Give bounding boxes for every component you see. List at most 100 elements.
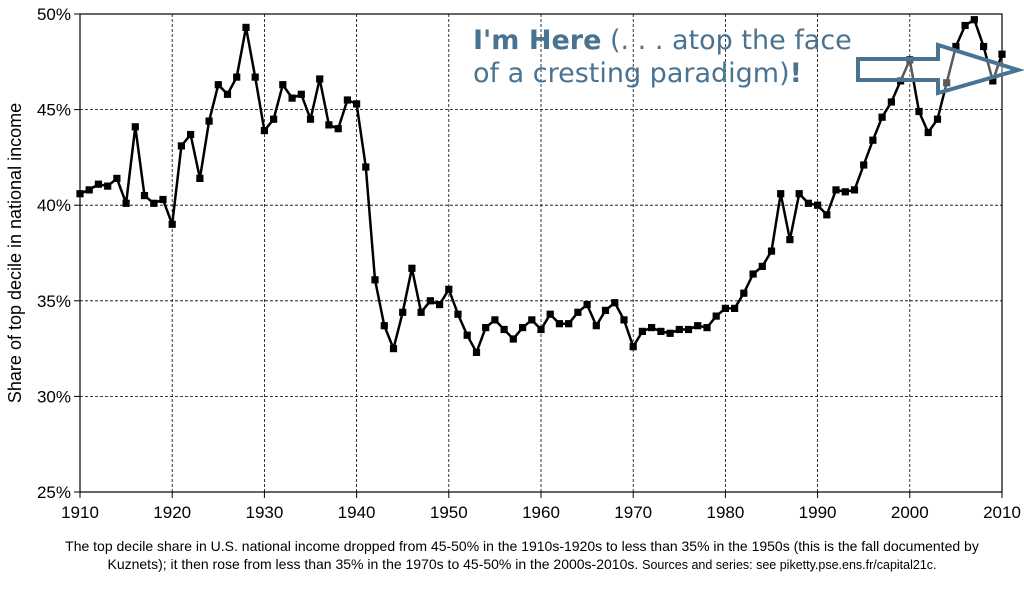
data-point	[804, 199, 812, 207]
x-tick-label: 1920	[153, 503, 191, 522]
data-point	[519, 324, 527, 332]
annotation-line-1: I'm Here (. . . atop the face	[473, 25, 852, 56]
x-tick-label: 1930	[245, 503, 283, 522]
data-point	[297, 90, 305, 98]
data-point	[980, 42, 988, 51]
data-point	[943, 79, 951, 87]
data-point	[94, 180, 102, 188]
annotation-line-2-text: of a cresting paradigm)	[473, 58, 790, 89]
annotation: I'm Here (. . . atop the face of a crest…	[473, 25, 1024, 96]
data-point	[85, 186, 93, 194]
x-axis: 1910 1920 1930 1940 1950 1960 1970 1980 1990 2000…	[61, 492, 1021, 522]
x-tick-label: 1950	[430, 503, 468, 522]
data-point	[565, 320, 573, 328]
data-point	[177, 142, 185, 150]
data-point	[721, 304, 729, 312]
caption-main: The top decile share in U.S. national in…	[65, 538, 979, 572]
data-point	[555, 320, 563, 328]
annotation-bold: I'm Here	[473, 25, 601, 56]
data-point	[233, 73, 241, 81]
data-point	[168, 220, 176, 228]
data-point	[159, 195, 167, 204]
data-point	[417, 308, 425, 316]
data-point	[389, 345, 398, 353]
data-point	[684, 325, 693, 334]
data-point	[712, 312, 720, 320]
data-point	[823, 211, 831, 219]
data-point	[850, 186, 859, 194]
data-point	[251, 73, 259, 81]
data-point	[399, 308, 407, 316]
series-markers	[76, 16, 1006, 356]
data-point	[436, 301, 444, 309]
y-axis: 25% 30% 35% 40% 45% 50%	[37, 5, 80, 502]
data-point	[915, 107, 923, 116]
data-point	[814, 201, 822, 209]
data-point	[675, 325, 683, 334]
data-point	[638, 327, 646, 335]
data-point	[353, 100, 361, 108]
data-point	[306, 115, 315, 123]
data-point	[122, 199, 130, 207]
data-point	[528, 316, 536, 324]
x-tick-label: 1990	[799, 503, 837, 522]
data-point	[620, 316, 628, 324]
data-point	[491, 316, 499, 324]
data-point	[325, 121, 333, 129]
data-point	[574, 308, 582, 316]
data-point	[749, 270, 757, 278]
data-point	[316, 75, 324, 83]
chart: 25%30%35%40%45%50% 1910 1920 1930 1940 1950 1…	[5, 5, 1024, 522]
data-point	[777, 190, 785, 198]
data-point	[463, 331, 471, 339]
data-point	[260, 127, 268, 135]
data-point	[482, 324, 490, 332]
data-point	[334, 125, 342, 133]
data-point	[666, 329, 674, 337]
data-point	[860, 161, 868, 169]
data-point	[786, 236, 794, 244]
data-point	[205, 117, 213, 125]
data-point	[472, 348, 481, 356]
data-point	[841, 188, 849, 196]
data-point	[952, 42, 960, 51]
data-point	[371, 276, 379, 284]
y-tick-label: 35%	[37, 292, 71, 311]
data-point	[869, 136, 877, 144]
data-point	[242, 23, 250, 31]
data-point	[731, 304, 739, 312]
x-tick-label: 2010	[983, 503, 1021, 522]
data-point	[445, 285, 453, 293]
data-point	[454, 310, 462, 318]
data-point	[998, 50, 1006, 58]
gridlines	[80, 14, 1002, 492]
annotation-exclamation: !	[790, 58, 802, 89]
data-point	[537, 325, 545, 334]
data-point	[648, 324, 656, 332]
data-point	[694, 322, 702, 330]
y-tick-label: 30%	[37, 387, 71, 406]
data-point	[546, 310, 554, 318]
data-point	[362, 163, 370, 171]
data-point	[611, 299, 619, 307]
x-tick-label: 1960	[522, 503, 560, 522]
data-point	[343, 96, 351, 104]
data-point	[104, 182, 112, 190]
data-point	[500, 325, 508, 334]
data-point	[270, 115, 278, 123]
data-point	[140, 192, 149, 200]
y-tick-label: 45%	[37, 101, 71, 120]
data-point	[131, 123, 139, 131]
data-point	[758, 262, 766, 270]
data-point	[629, 343, 637, 351]
data-point	[887, 98, 895, 106]
data-point	[933, 115, 942, 123]
x-tick-label: 1910	[61, 503, 99, 522]
data-point	[150, 199, 158, 207]
data-point	[214, 81, 222, 89]
data-point	[583, 301, 591, 309]
annotation-line-2: of a cresting paradigm)!	[473, 58, 802, 89]
data-point	[924, 128, 932, 137]
data-point	[657, 327, 665, 335]
plot-area	[80, 14, 1002, 492]
